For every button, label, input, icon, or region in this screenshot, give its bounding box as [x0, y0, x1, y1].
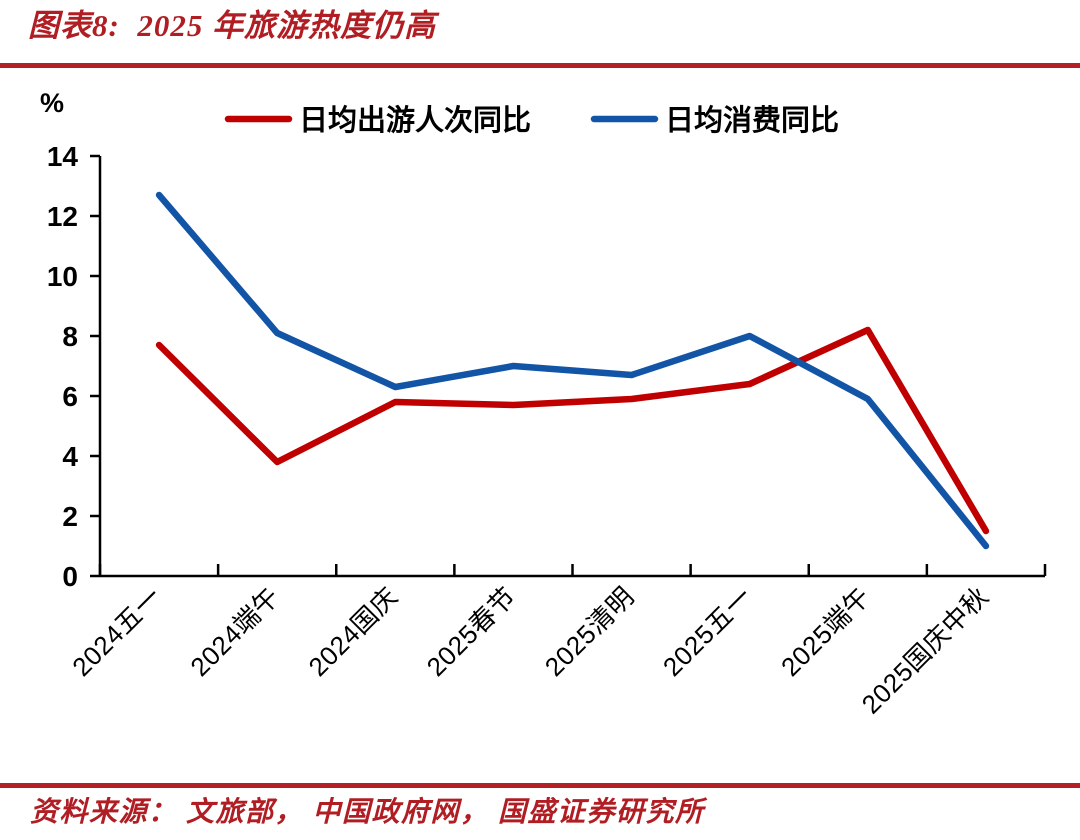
- y-tick-label: 12: [47, 201, 78, 232]
- y-tick-label: 6: [62, 381, 78, 412]
- y-tick-label: 8: [62, 321, 78, 352]
- x-category-label: 2025清明: [539, 581, 640, 682]
- y-tick-label: 14: [47, 141, 79, 172]
- x-category-label: 2024端午: [184, 581, 285, 682]
- y-tick-label: 0: [62, 561, 78, 592]
- legend-label: 日均消费同比: [665, 104, 839, 137]
- top-red-rule: [0, 63, 1080, 68]
- chart-figure-title: 图表8: 2025 年旅游热度仍高: [28, 8, 437, 43]
- x-category-label: 2025五一: [657, 581, 758, 682]
- series-line-consumption: [155, 191, 990, 550]
- data-source-note: 资料来源： 文旅部， 中国政府网， 国盛证券研究所: [30, 797, 705, 828]
- legend-label: 日均出游人次同比: [299, 104, 531, 137]
- x-category-label: 2025端午: [775, 581, 876, 682]
- x-category-label: 2024国庆: [303, 581, 404, 682]
- x-category-label: 2024五一: [66, 581, 167, 682]
- bottom-red-rule: [0, 783, 1080, 788]
- y-tick-label: 10: [47, 261, 78, 292]
- x-category-label: 2025国庆中秋: [856, 581, 994, 719]
- series-line-trips: [155, 326, 990, 535]
- y-tick-label: 4: [62, 441, 78, 472]
- y-axis-unit-label: %: [40, 88, 64, 118]
- y-tick-label: 2: [62, 501, 78, 532]
- x-category-label: 2025春节: [421, 581, 522, 682]
